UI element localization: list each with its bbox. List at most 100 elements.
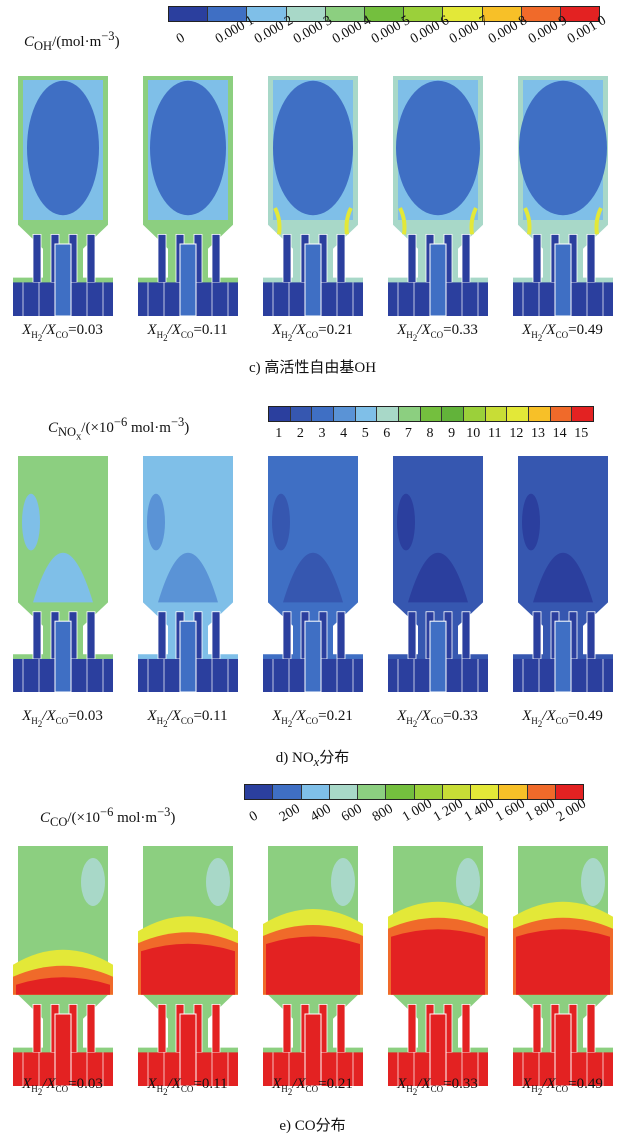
colorbar-swatch: [208, 7, 248, 21]
colorbar-swatch: [312, 407, 335, 421]
colorbar-swatch: [334, 407, 356, 421]
burner-nozzle: [86, 1003, 96, 1053]
colorbar-tick-label: 14: [552, 426, 567, 441]
burner-nozzle: [282, 233, 292, 283]
co-contour-case: [513, 846, 613, 1086]
colorbar-swatch: [273, 785, 302, 799]
burner-core: [304, 243, 322, 317]
burner-nozzle: [32, 1003, 42, 1053]
colorbar-swatch: [572, 407, 594, 421]
colorbar-tick-label: 11: [488, 426, 502, 441]
oh-core-region: [27, 80, 99, 216]
burner-core: [179, 1013, 197, 1086]
colorbar-oh: [168, 6, 600, 22]
co-contour-case: [388, 846, 488, 1086]
colorbar-tick-label: 800: [369, 801, 396, 826]
colorbar-tick-label: 3: [318, 426, 326, 441]
colorbar-swatch: [464, 407, 486, 421]
simulation-row-oh: [13, 76, 613, 317]
burner-core: [179, 243, 197, 317]
condition-label: XH2/XCO=0.21: [272, 322, 353, 343]
colorbar-tick-label: 0: [246, 808, 261, 826]
co-peak-region: [141, 943, 235, 995]
nox-side-region: [22, 493, 40, 551]
burner-nozzle: [211, 1003, 221, 1053]
colorbar-swatch: [377, 407, 400, 421]
burner-core: [554, 620, 572, 692]
colorbar-tick-label: 4: [340, 426, 348, 441]
oh-core-region: [273, 80, 353, 216]
burner-nozzle: [532, 1003, 542, 1053]
burner-nozzle: [532, 233, 542, 283]
colorbar-swatch: [290, 407, 313, 421]
simulation-row-nox: [13, 456, 613, 692]
burner-nozzle: [211, 233, 221, 283]
co-low-region: [456, 858, 480, 906]
colorbar-swatch: [443, 7, 483, 21]
condition-label: XH2/XCO=0.33: [397, 322, 478, 343]
condition-label: XH2/XCO=0.21: [272, 1076, 353, 1097]
condition-label: XH2/XCO=0.49: [522, 1076, 603, 1097]
legend-label-nox: CNOx/(×10−6 mol·m−3): [48, 415, 190, 443]
burner-nozzle: [86, 611, 96, 660]
colorbar-swatch: [485, 407, 508, 421]
colorbar-swatch: [247, 7, 287, 21]
colorbar-swatch: [507, 407, 530, 421]
co-low-region: [581, 858, 605, 906]
co-low-region: [81, 858, 105, 906]
burner-nozzle: [586, 611, 596, 660]
condition-label: XH2/XCO=0.11: [147, 708, 228, 729]
colorbar-swatch: [529, 407, 551, 421]
condition-label: XH2/XCO=0.33: [397, 1076, 478, 1097]
co-contour-case: [138, 846, 238, 1086]
nox-contour-case: [513, 456, 613, 692]
condition-label: XH2/XCO=0.49: [522, 322, 603, 343]
burner-nozzle: [461, 1003, 471, 1053]
oh-flame-right: [344, 207, 353, 235]
colorbar-tick-label: 200: [277, 801, 304, 826]
burner-nozzle: [32, 233, 42, 283]
condition-label: XH2/XCO=0.49: [522, 708, 603, 729]
condition-label: XH2/XCO=0.03: [22, 322, 103, 343]
panel-c-oh: COH/(mol·m−3) 0 0.000 1 0.000 2 0.000 3 0.00…: [0, 0, 625, 380]
nox-core-region: [158, 552, 218, 603]
colorbar-swatch: [442, 785, 471, 799]
colorbar-nox: [268, 406, 594, 422]
burner-nozzle: [211, 611, 221, 660]
colorbar-swatch: [358, 785, 387, 799]
colorbar-swatch: [355, 407, 378, 421]
colorbar-swatch: [169, 7, 209, 21]
colorbar-swatch: [329, 785, 358, 799]
condition-label: XH2/XCO=0.11: [147, 322, 228, 343]
burner-nozzle: [336, 611, 346, 660]
co-peak-region: [16, 977, 110, 995]
oh-core-region: [150, 80, 226, 216]
burner-core: [54, 1013, 72, 1086]
co-peak-region: [266, 936, 360, 995]
colorbar-swatch: [245, 785, 274, 799]
colorbar-tick-label: 12: [509, 426, 524, 441]
colorbar-swatch: [386, 785, 415, 799]
colorbar-tick-label: 0: [173, 30, 188, 48]
burner-nozzle: [336, 233, 346, 283]
burner-nozzle: [586, 1003, 596, 1053]
colorbar-swatch: [269, 407, 291, 421]
panel-e-co: CCO/(×10−6 mol·m−3) 0 200 400 600 800 1 000 1 …: [0, 770, 625, 1137]
nox-contour-case: [263, 456, 363, 692]
burner-core: [304, 1013, 322, 1086]
caption-c: c) 高活性自由基OH: [248, 360, 377, 376]
burner-nozzle: [532, 611, 542, 660]
co-contour-case: [263, 846, 363, 1086]
colorbar-swatch: [555, 785, 583, 799]
colorbar-tick-label: 600: [338, 801, 365, 826]
burner-nozzle: [282, 1003, 292, 1053]
co-low-region: [331, 858, 355, 906]
burner-nozzle: [282, 611, 292, 660]
colorbar-co: [244, 784, 584, 800]
burner-nozzle: [586, 233, 596, 283]
oh-flame-left: [273, 207, 282, 235]
colorbar-swatch: [482, 7, 522, 21]
burner-nozzle: [32, 611, 42, 660]
legend-label-oh: COH/(mol·m−3): [24, 29, 120, 53]
colorbar-swatch: [286, 7, 326, 21]
